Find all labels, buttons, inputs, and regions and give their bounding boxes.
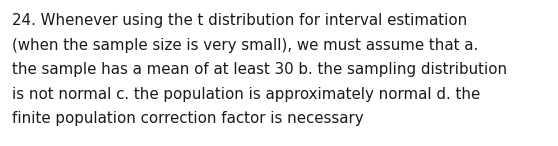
Text: the sample has a mean of at least 30 b. the sampling distribution: the sample has a mean of at least 30 b. … xyxy=(12,62,507,77)
Text: is not normal c. the population is approximately normal d. the: is not normal c. the population is appro… xyxy=(12,87,480,102)
Text: (when the sample size is very small), we must assume that a.: (when the sample size is very small), we… xyxy=(12,38,479,53)
Text: finite population correction factor is necessary: finite population correction factor is n… xyxy=(12,111,364,126)
Text: 24. Whenever using the t distribution for interval estimation: 24. Whenever using the t distribution fo… xyxy=(12,13,468,28)
